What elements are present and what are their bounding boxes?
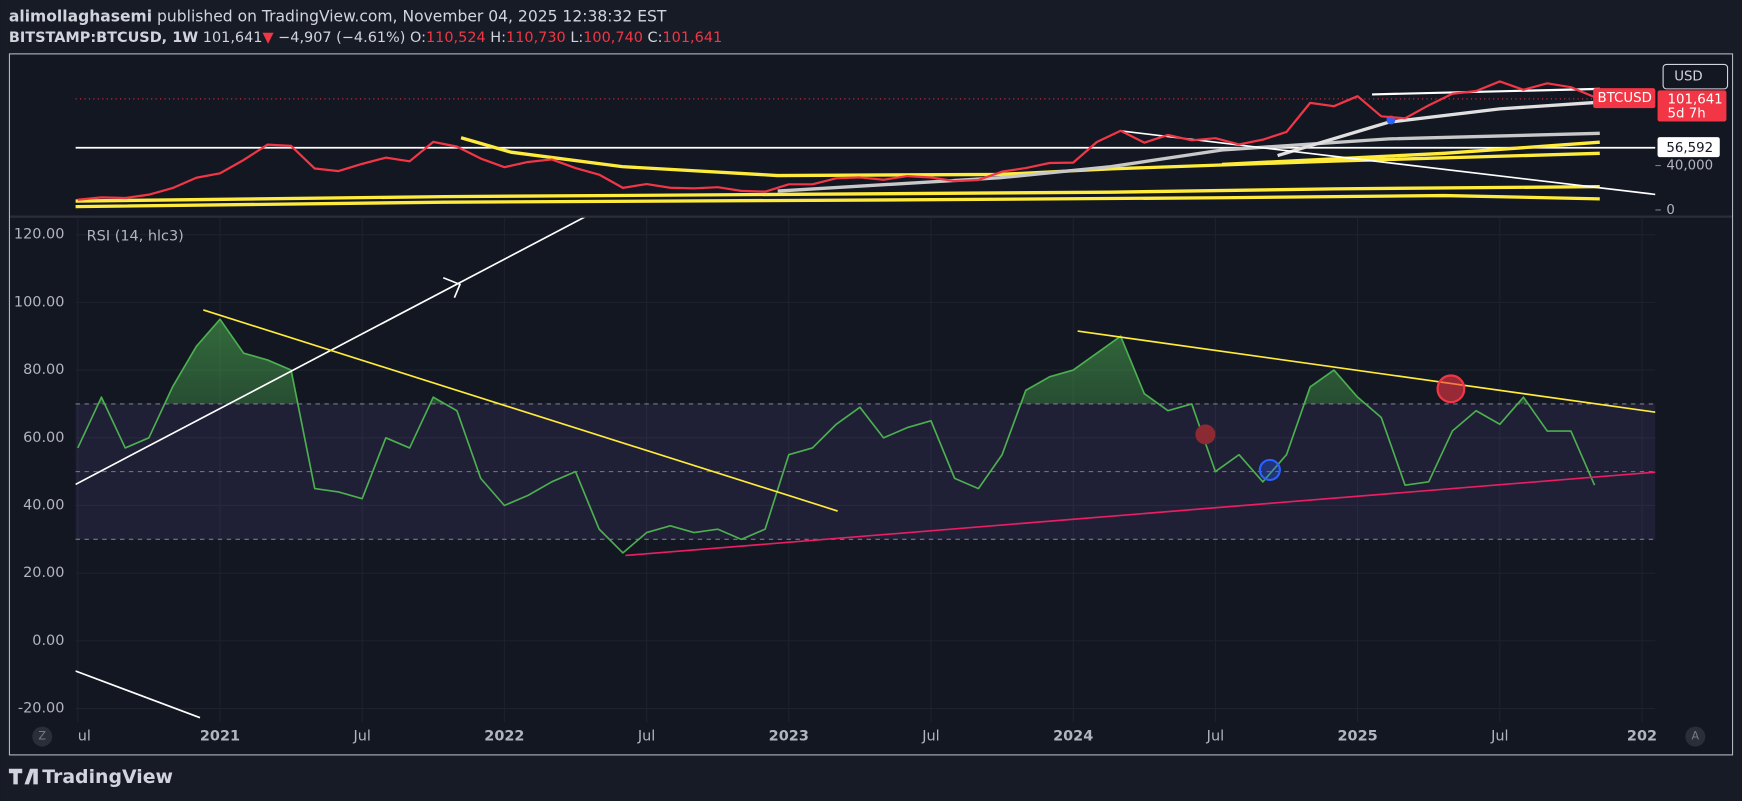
x-tick-label: 202 <box>1627 729 1657 745</box>
x-tick-label: 2022 <box>484 729 524 745</box>
change: −4,907 (−4.61%) <box>278 30 405 46</box>
trend-line <box>75 670 201 719</box>
x-tick-label: 2023 <box>769 729 809 745</box>
trend-line <box>1121 130 1656 196</box>
auto-button[interactable] <box>1685 726 1706 747</box>
y-tick-label: 60.00 <box>23 430 64 446</box>
rsi-drawings <box>75 217 1656 723</box>
rsi-title: RSI (14, hlc3) <box>87 229 184 245</box>
y-tick-label: 40.00 <box>23 497 64 513</box>
currency-box <box>1662 63 1729 90</box>
last: 101,641 <box>203 30 263 46</box>
x-tick-label: Jul <box>637 729 655 745</box>
logo-icon <box>8 768 38 785</box>
l-label: L: <box>570 30 583 46</box>
moving-average <box>1277 100 1600 158</box>
marker <box>1436 374 1466 404</box>
marker <box>1258 458 1281 482</box>
arrow: ▼ <box>262 30 274 46</box>
header-line: alimollaghasemi published on TradingView… <box>9 7 667 25</box>
close: 101,641 <box>663 30 723 46</box>
h-label: H: <box>490 30 506 46</box>
high: 110,730 <box>506 30 566 46</box>
low: 100,740 <box>583 30 643 46</box>
o-label: O: <box>410 30 426 46</box>
x-tick-label: Jul <box>1206 729 1224 745</box>
moving-average <box>75 193 1600 209</box>
x-tick-label: 2024 <box>1053 729 1093 745</box>
trend-line <box>625 471 1656 557</box>
y-tick-label: 0.00 <box>32 633 64 649</box>
series-line <box>77 318 1596 554</box>
moving-average <box>1221 140 1600 167</box>
y-tick-label: 100.00 <box>14 294 65 310</box>
last-price-label: 101,641 <box>1668 92 1723 107</box>
logo: TradingView <box>42 766 173 788</box>
series-line <box>77 80 1595 201</box>
x-tick-label: ul <box>78 729 91 745</box>
x-tick-label: Jul <box>1490 729 1508 745</box>
currency: USD <box>1674 70 1702 85</box>
overbought-fill <box>98 319 1529 404</box>
y-tick-label: 0 <box>1666 203 1674 218</box>
symbol: BITSTAMP:BTCUSD, 1W <box>9 30 198 46</box>
zoom-button[interactable] <box>32 726 53 747</box>
marker <box>1195 424 1216 445</box>
price-drawings <box>75 80 1656 209</box>
symbol-box <box>1593 88 1656 109</box>
trend-line <box>1077 330 1656 413</box>
level-box <box>1657 137 1720 158</box>
last-price-box <box>1657 90 1727 122</box>
symbol-line: BITSTAMP:BTCUSD, 1W 101,641▼ −4,907 (−4.… <box>9 30 722 46</box>
level-label: 56,592 <box>1666 141 1713 156</box>
x-tick-label: Jul <box>352 729 370 745</box>
trend-line <box>1372 87 1600 96</box>
open: 110,524 <box>426 30 486 46</box>
symbol-label: BTCUSD <box>1598 91 1652 106</box>
trend-line <box>203 309 838 512</box>
published: published on TradingView.com, November 0… <box>157 7 667 25</box>
c-label: C: <box>648 30 663 46</box>
y-tick-label: -20.00 <box>18 701 65 717</box>
trend-line <box>442 276 462 299</box>
zoom-button-label[interactable]: Z <box>38 730 46 743</box>
countdown: 5d 7h <box>1668 107 1706 122</box>
y-tick-label: 80.00 <box>23 362 64 378</box>
y-tick-label: 120.00 <box>14 227 65 243</box>
moving-average <box>75 184 1600 203</box>
x-tick-label: Jul <box>921 729 939 745</box>
auto-button-label[interactable]: A <box>1692 730 1700 743</box>
x-tick-label: 2021 <box>200 729 240 745</box>
y-tick-label: 40,000 <box>1666 159 1713 174</box>
y-tick-label: 20.00 <box>23 565 64 581</box>
x-tick-label: 2025 <box>1338 729 1378 745</box>
author: alimollaghasemi <box>9 7 152 25</box>
